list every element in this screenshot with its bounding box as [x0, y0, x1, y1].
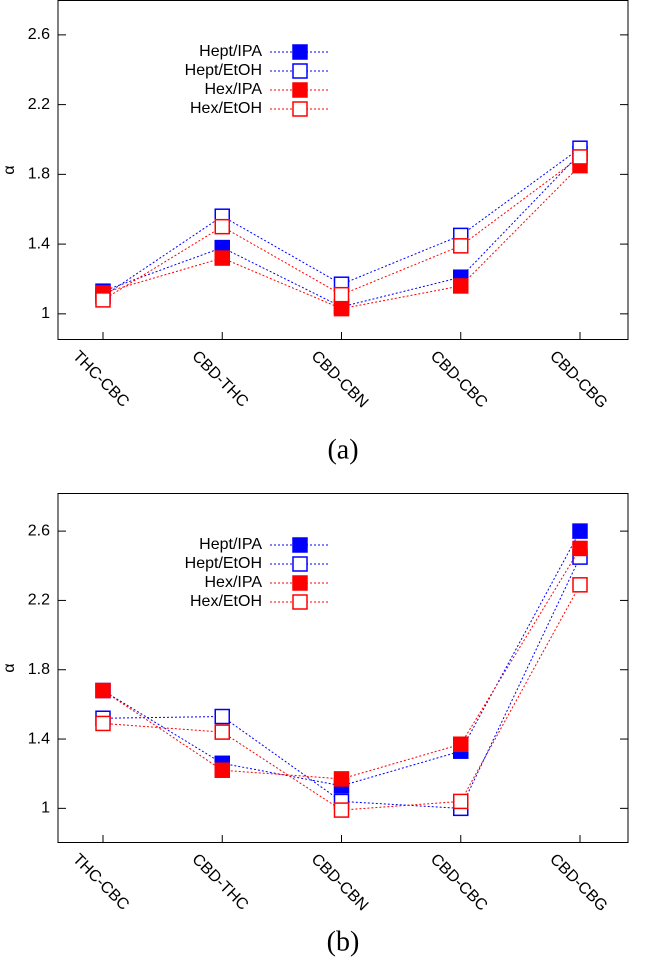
legend-label: Hex/EtOH: [190, 593, 262, 610]
marker: [572, 149, 588, 165]
y-tick-label: 1.4: [28, 235, 50, 252]
marker: [333, 300, 350, 317]
y-tick-label: 1.8: [28, 661, 50, 678]
legend-marker: [292, 556, 308, 572]
y-tick-label: 1: [41, 800, 50, 817]
x-tick-label: CBD-CBG: [546, 348, 610, 412]
x-tick-label: THC-CBC: [69, 851, 132, 914]
y-axis-label: α: [1, 165, 18, 174]
marker: [95, 292, 111, 308]
plot-frame: [57, 0, 629, 340]
marker: [453, 278, 469, 294]
y-tick-label: 1.8: [28, 166, 50, 183]
y-tick-label: 2.6: [28, 522, 50, 539]
marker: [453, 736, 469, 752]
series-line: [102, 584, 581, 811]
y-tick-label: 1: [41, 305, 50, 322]
marker: [333, 771, 350, 787]
marker: [214, 708, 230, 725]
x-tick-label: CBD-CBG: [546, 851, 610, 915]
marker: [572, 540, 588, 557]
marker: [214, 724, 230, 740]
marker: [453, 793, 469, 810]
legend-label: Hept/IPA: [199, 536, 262, 553]
marker: [214, 218, 230, 235]
x-tick-label: CBD-THC: [188, 348, 251, 411]
y-tick-label: 2.2: [28, 592, 50, 609]
x-tick-label: CBD-CBN: [308, 851, 372, 915]
marker: [95, 682, 111, 699]
caption: (a): [327, 434, 358, 465]
legend-label: Hept/EtOH: [185, 62, 262, 79]
series-line: [102, 530, 581, 787]
x-tick-label: THC-CBC: [69, 348, 132, 411]
caption: (b): [327, 926, 360, 957]
y-tick-label: 1.4: [28, 730, 50, 747]
marker: [572, 577, 588, 593]
x-tick-label: CBD-CBC: [427, 851, 491, 915]
marker: [95, 715, 111, 732]
legend-label: Hex/IPA: [205, 574, 263, 591]
legend-label: Hex/IPA: [205, 81, 263, 98]
legend-marker: [292, 101, 308, 117]
legend-marker: [292, 594, 308, 610]
y-tick-label: 2.6: [28, 26, 50, 43]
marker: [333, 286, 350, 303]
legend-marker: [292, 575, 308, 591]
series-line: [102, 147, 581, 297]
legend-label: Hex/EtOH: [190, 100, 262, 117]
x-tick-label: CBD-THC: [188, 851, 251, 914]
marker: [333, 802, 350, 818]
legend-label: Hept/EtOH: [185, 555, 262, 572]
y-tick-label: 2.2: [28, 96, 50, 113]
legend-marker: [292, 63, 308, 79]
x-tick-label: CBD-CBN: [308, 348, 372, 412]
legend-marker: [292, 44, 308, 60]
plot-frame: [57, 493, 629, 843]
series-line: [102, 556, 581, 809]
legend-label: Hept/IPA: [199, 43, 262, 60]
legend-marker: [292, 537, 308, 553]
x-tick-label: CBD-CBC: [427, 348, 491, 412]
marker: [214, 250, 230, 266]
y-axis-label: α: [1, 663, 18, 672]
marker: [572, 523, 588, 539]
marker: [214, 762, 230, 778]
marker: [453, 238, 469, 254]
legend-marker: [292, 82, 308, 98]
